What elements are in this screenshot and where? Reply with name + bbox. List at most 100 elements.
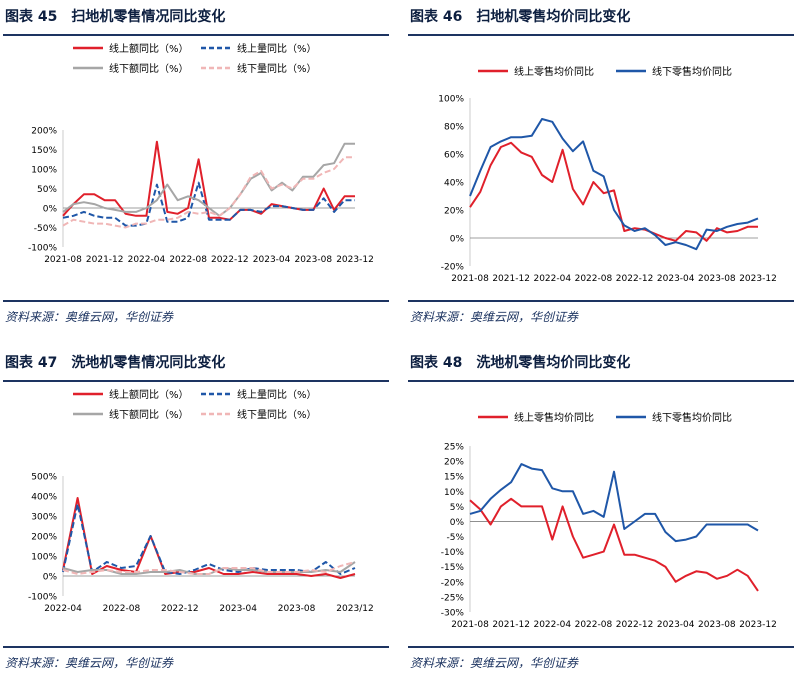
source-rule: [408, 300, 794, 302]
x-tick-label: 2023-04: [253, 255, 291, 265]
y-tick-label: -15%: [441, 563, 465, 573]
series-line: [62, 497, 356, 579]
x-tick-label: 2022-04: [533, 620, 571, 630]
y-tick-label: -20%: [441, 263, 465, 273]
x-tick-label: 2022-12: [211, 255, 249, 265]
x-tick-label: 2023-08: [698, 274, 736, 284]
y-tick-label: 15%: [444, 473, 464, 483]
y-tick-label: 25%: [444, 443, 464, 453]
legend-label: 线下额同比（%）: [109, 408, 189, 421]
x-tick-label: 2023-04: [219, 604, 257, 614]
x-tick-label: 2021-12: [86, 255, 124, 265]
series-line: [62, 181, 355, 227]
figure-47-panel: 图表 47 洗地机零售情况同比变化 -100% 0% 100% 200% 300% 400%…: [3, 346, 395, 679]
figure-title: 图表 47 洗地机零售情况同比变化: [5, 352, 225, 372]
y-tick-label: -20%: [441, 578, 465, 588]
series-line: [469, 118, 759, 251]
legend-label: 线下量同比（%）: [237, 408, 317, 421]
x-tick-label: 2023-12: [739, 274, 777, 284]
legend-label: 线上量同比（%）: [237, 42, 317, 55]
x-tick-label: 2021-08: [44, 255, 82, 265]
x-tick-label: 2021-12: [492, 620, 530, 630]
x-tick-label: 2023-04: [657, 274, 695, 284]
source-rule: [3, 300, 389, 302]
y-tick-label: 100%: [438, 95, 464, 105]
figure-title-text: 扫地机零售均价同比变化: [476, 9, 631, 25]
y-tick-label: 20%: [444, 207, 464, 217]
y-tick-label: 0%: [450, 235, 465, 245]
title-rule: [3, 34, 389, 36]
figure-title: 图表 45 扫地机零售情况同比变化: [5, 6, 225, 26]
series-line: [469, 141, 758, 242]
figure-number: 图表 47: [5, 355, 58, 371]
figure-number: 图表 46: [410, 9, 463, 25]
y-tick-label: -30%: [441, 609, 465, 619]
x-tick-label: 2021-12: [492, 274, 530, 284]
x-tick-label: 2022-08: [103, 604, 141, 614]
series-line: [62, 503, 356, 575]
source-note: 资料来源：奥维云网，华创证券: [410, 310, 579, 324]
legend-label: 线下量同比（%）: [237, 62, 317, 75]
legend-label: 线下零售均价同比: [652, 65, 732, 78]
title-rule: [408, 34, 794, 36]
title-rule: [3, 380, 389, 382]
series-line: [62, 142, 355, 217]
series-line: [469, 463, 759, 543]
y-tick-label: 0%: [43, 205, 58, 215]
source-rule: [3, 646, 389, 648]
y-tick-label: 20%: [444, 458, 464, 468]
source-rule: [408, 646, 794, 648]
title-rule: [408, 380, 794, 382]
y-tick-label: 60%: [444, 151, 464, 161]
x-tick-label: 2023-12: [336, 255, 374, 265]
x-tick-label: 2021-08: [451, 274, 489, 284]
figure-45-panel: 图表 45 扫地机零售情况同比变化 -100% -50% 0% 50% 100% 150% 2…: [3, 0, 395, 333]
legend-label: 线上零售均价同比: [514, 65, 594, 78]
x-tick-label: 2022-04: [128, 255, 166, 265]
y-tick-label: -10%: [441, 548, 465, 558]
chart-45: -100% -50% 0% 50% 100% 150% 200% 2021-08 2021-12…: [28, 42, 374, 265]
y-tick-label: 0%: [450, 518, 465, 528]
y-tick-label: 40%: [444, 179, 464, 189]
x-tick-label: 2023-08: [294, 255, 332, 265]
chart-48: -30% -25% -20% -15% -10% -5% 0% 5% 10% 15% 20% 25% 2…: [441, 411, 777, 630]
y-tick-label: 200%: [31, 127, 57, 137]
y-tick-label: -100%: [28, 244, 57, 254]
figure-title-text: 扫地机零售情况同比变化: [71, 9, 226, 25]
x-tick-label: 2023/12: [336, 604, 373, 614]
y-tick-label: -50%: [34, 224, 58, 234]
figure-number: 图表 45: [5, 9, 58, 25]
y-tick-label: 400%: [31, 493, 57, 503]
x-tick-label: 2022-04: [533, 274, 571, 284]
legend-label: 线上额同比（%）: [109, 388, 189, 401]
x-tick-label: 2022-12: [161, 604, 199, 614]
x-tick-label: 2023-08: [278, 604, 316, 614]
x-tick-label: 2022-08: [575, 274, 613, 284]
legend-label: 线上量同比（%）: [237, 388, 317, 401]
x-tick-label: 2022-08: [575, 620, 613, 630]
x-tick-label: 2022-12: [616, 274, 654, 284]
y-tick-label: 300%: [31, 513, 57, 523]
x-tick-label: 2022-08: [169, 255, 207, 265]
series-line: [469, 497, 759, 592]
legend-label: 线下额同比（%）: [109, 62, 189, 75]
x-tick-label: 2023-04: [657, 620, 695, 630]
figure-48-panel: 图表 48 洗地机零售均价同比变化 -30% -25% -20% -15% -10% -5%…: [408, 346, 800, 679]
y-tick-label: 0%: [43, 573, 58, 583]
x-tick-label: 2022-12: [616, 620, 654, 630]
y-tick-label: 100%: [31, 553, 57, 563]
legend-label: 线上零售均价同比: [514, 411, 594, 424]
x-tick-label: 2021-08: [451, 620, 489, 630]
figure-46-panel: 图表 46 扫地机零售均价同比变化 -20% 0% 20% 40% 60% 80% 100% 2…: [408, 0, 800, 333]
series-line: [62, 561, 356, 575]
figure-title-text: 洗地机零售均价同比变化: [476, 355, 631, 371]
y-tick-label: 80%: [444, 123, 464, 133]
legend-label: 线下零售均价同比: [652, 411, 732, 424]
y-tick-label: -5%: [446, 533, 464, 543]
figure-title: 图表 46 扫地机零售均价同比变化: [410, 6, 630, 26]
x-tick-label: 2023-08: [698, 620, 736, 630]
figure-title: 图表 48 洗地机零售均价同比变化: [410, 352, 630, 372]
y-tick-label: 150%: [31, 146, 57, 156]
x-tick-label: 2022-04: [44, 604, 82, 614]
y-tick-label: 10%: [444, 488, 464, 498]
